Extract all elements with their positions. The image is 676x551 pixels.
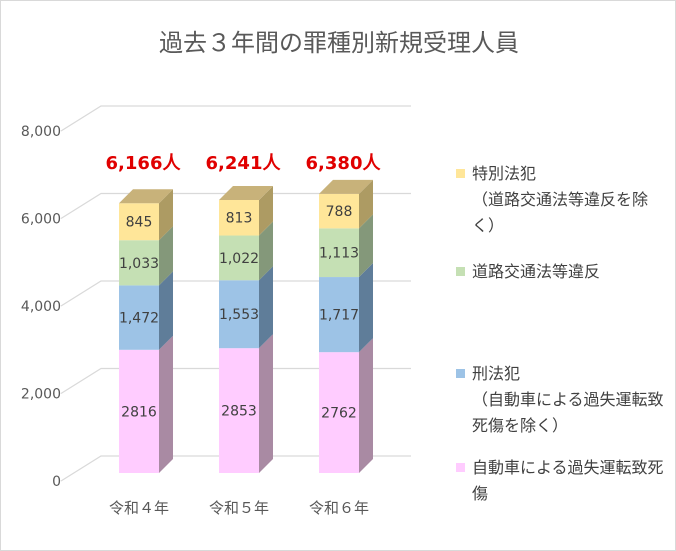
bar-segment [219, 199, 259, 236]
y-tick-label: 2,000 [21, 387, 61, 403]
gridline [60, 105, 411, 132]
bar-segment [119, 349, 159, 473]
bar-side [259, 221, 273, 281]
bar-side [359, 263, 373, 353]
total-label: 6,241人 [206, 153, 282, 174]
bar-top [319, 179, 373, 194]
bar-segment [119, 240, 159, 286]
data-label: 2816 [121, 404, 157, 420]
bar-top [119, 189, 173, 204]
total-label: 6,380人 [306, 153, 382, 174]
gridline [60, 455, 411, 482]
data-label: 1,022 [219, 251, 259, 267]
gridline [60, 192, 411, 220]
bar-side [259, 185, 273, 236]
data-label: 2853 [221, 404, 257, 420]
legend-item-negligent-driving: 自動車による過失運転致死傷 [456, 455, 667, 507]
bar-segment [319, 193, 359, 229]
legend-swatch [456, 169, 465, 178]
bar-segment [219, 348, 259, 473]
bar-segment [319, 352, 359, 473]
gridline [60, 367, 411, 395]
data-label: 813 [226, 211, 253, 227]
data-label: 1,717 [319, 308, 359, 324]
bar-segment [219, 280, 259, 349]
data-label: 1,113 [319, 246, 359, 262]
data-label: 1,472 [119, 311, 159, 327]
bar-side [359, 179, 373, 229]
gridline [60, 280, 411, 307]
bar-side [159, 226, 173, 286]
legend-item-penal-code: 刑法犯 （自動車による過失運転致死傷を除く） [456, 361, 667, 439]
bar-side [359, 338, 373, 473]
bar-segment [119, 285, 159, 350]
data-label: 1,033 [119, 256, 159, 272]
x-tick-label: 令和６年 [309, 499, 369, 517]
legend-swatch [456, 369, 465, 378]
bar-side [259, 334, 273, 473]
y-tick-label: 4,000 [21, 299, 61, 315]
bar-side [259, 266, 273, 349]
total-label: 6,166人 [106, 153, 182, 174]
y-tick-label: 0 [52, 474, 61, 490]
bar-segment [319, 228, 359, 278]
legend-swatch [456, 267, 465, 276]
bar-side [359, 214, 373, 278]
chart-title: 過去３年間の罪種別新規受理人員 [159, 29, 519, 57]
data-label: 788 [326, 204, 353, 220]
bar-segment [119, 203, 159, 241]
y-tick-label: 6,000 [21, 212, 61, 228]
data-label: 845 [126, 215, 153, 231]
y-tick-label: 8,000 [21, 124, 61, 140]
legend-item-traffic-law: 道路交通法等違反 [456, 259, 667, 285]
legend-item-special-law: 特別法犯 （道路交通法等違反を除く） [456, 161, 667, 239]
bar-top [219, 185, 273, 200]
legend-swatch [456, 463, 465, 472]
bar-segment [319, 277, 359, 353]
bar-side [159, 271, 173, 350]
bar-side [159, 335, 173, 473]
x-tick-label: 令和４年 [109, 499, 169, 517]
data-label: 2762 [321, 406, 357, 422]
bar-side [159, 189, 173, 241]
x-tick-label: 令和５年 [209, 499, 269, 517]
bar-segment [219, 235, 259, 281]
data-label: 1,553 [219, 307, 259, 323]
